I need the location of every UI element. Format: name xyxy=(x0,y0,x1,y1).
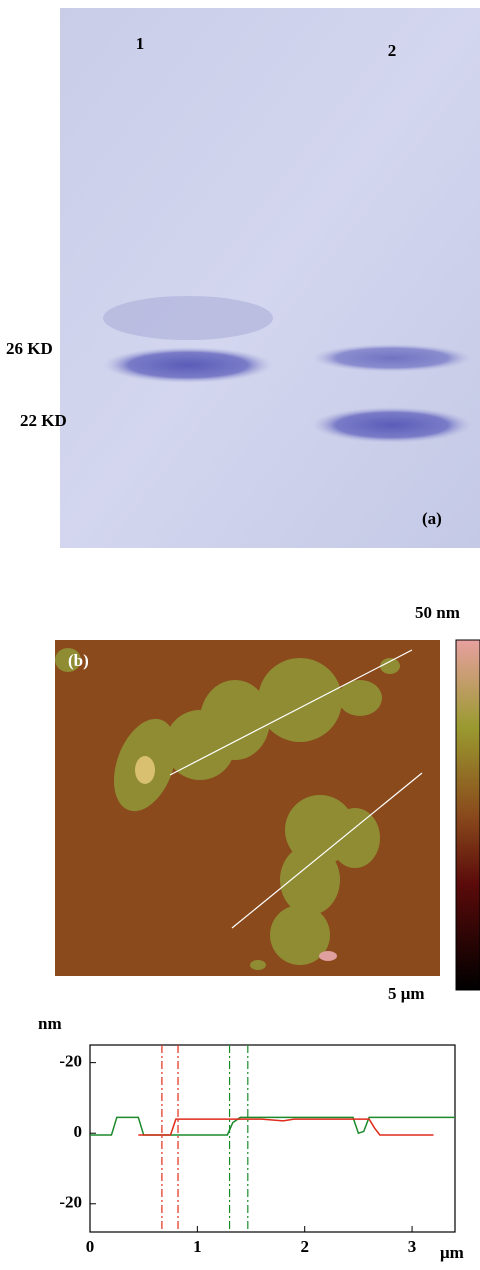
x-axis-label: μm xyxy=(440,1243,464,1262)
scale-bar-label: 5 μm xyxy=(388,984,425,1003)
color-bar xyxy=(456,640,480,990)
plot-frame xyxy=(90,1045,455,1232)
y-axis-label: nm xyxy=(38,1014,62,1033)
gel-band xyxy=(103,347,273,383)
profile-trace xyxy=(138,1119,433,1135)
color-scale-label: 50 nm xyxy=(415,603,460,622)
page: 1 2 26 KD 22 KD (a) 50 nm (b) 5 μm nm μm -… xyxy=(0,0,480,1270)
x-tick-label: 2 xyxy=(300,1237,309,1256)
lane-label: 1 xyxy=(136,34,145,53)
x-tick-label: 0 xyxy=(86,1237,95,1256)
gel-image xyxy=(60,8,480,548)
gel-band xyxy=(312,344,472,372)
afm-highlight xyxy=(135,756,155,784)
x-tick-label: 3 xyxy=(408,1237,417,1256)
panel-label: (b) xyxy=(68,651,89,670)
y-tick-label: -20 xyxy=(59,1193,82,1212)
panel-label: (a) xyxy=(422,509,442,528)
y-tick-label: -20 xyxy=(59,1052,82,1071)
marker-label: 22 KD xyxy=(20,411,67,430)
y-tick-label: 0 xyxy=(74,1122,83,1141)
figure: 1 2 26 KD 22 KD (a) 50 nm (b) 5 μm nm μm -… xyxy=(0,0,480,1270)
gel-smear xyxy=(103,296,273,340)
lane-label: 2 xyxy=(388,41,397,60)
afm-highlight xyxy=(319,951,337,961)
x-tick-label: 1 xyxy=(193,1237,202,1256)
marker-label: 26 KD xyxy=(6,339,53,358)
gel-band xyxy=(312,407,472,443)
